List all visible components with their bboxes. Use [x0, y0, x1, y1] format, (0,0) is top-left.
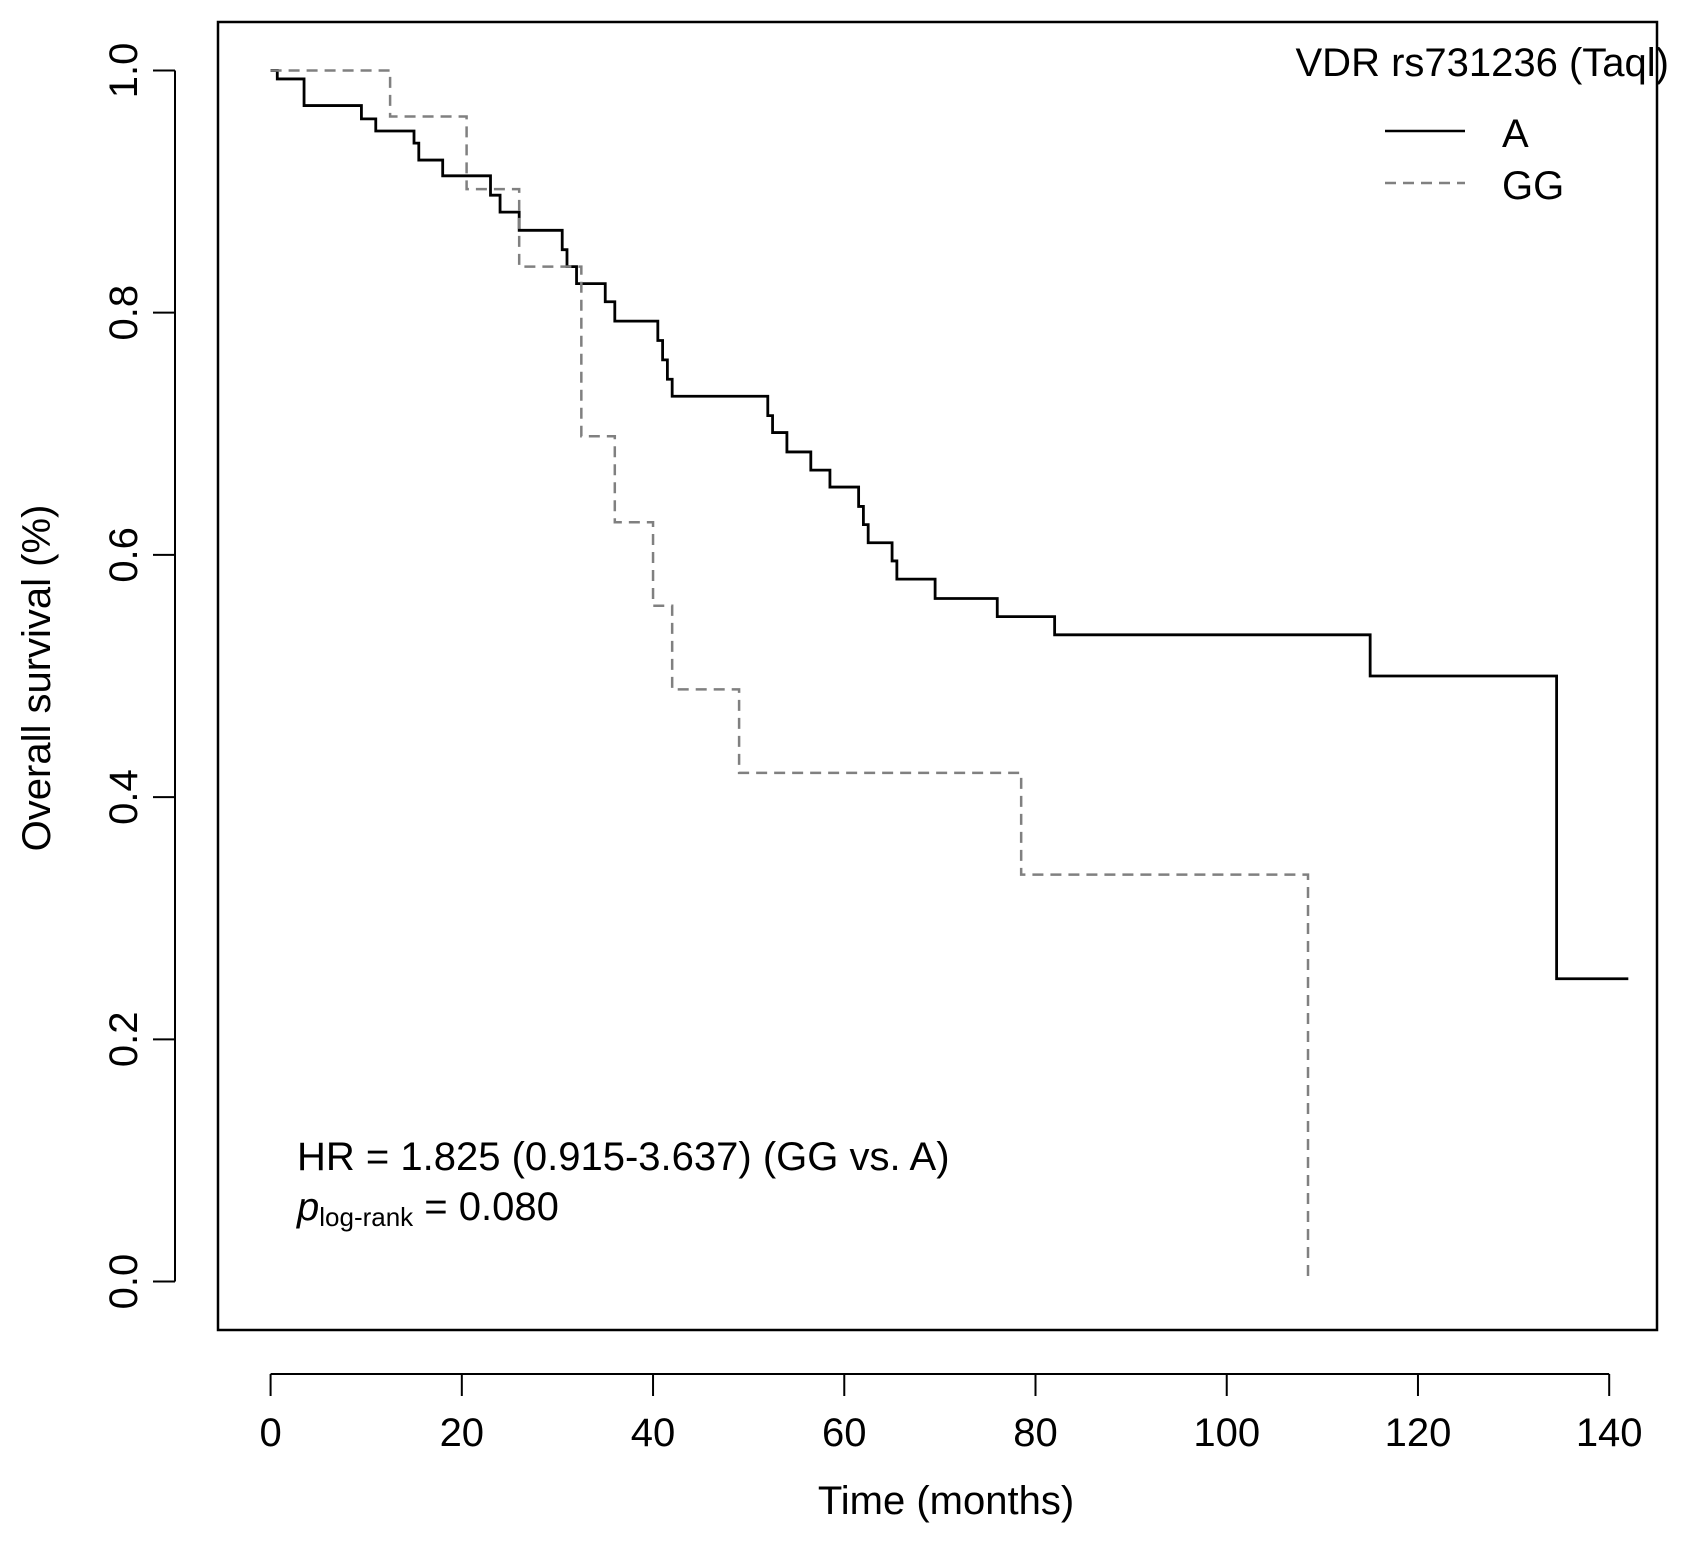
p-value-annotation: plog-rank = 0.080 — [296, 1185, 559, 1232]
p-symbol: p — [296, 1185, 319, 1229]
x-ticks: 0 20 40 60 80 100 120 140 — [259, 1374, 1643, 1455]
legend: VDR rs731236 (Taql) A GG — [1296, 41, 1670, 208]
p-subscript: log-rank — [319, 1202, 414, 1232]
legend-title: VDR rs731236 (Taql) — [1296, 41, 1670, 85]
x-tick-label: 40 — [631, 1411, 676, 1455]
x-tick-label: 0 — [259, 1411, 281, 1455]
y-tick-label: 0.0 — [102, 1254, 146, 1310]
x-tick-label: 60 — [822, 1411, 867, 1455]
hr-annotation: HR = 1.825 (0.915-3.637) (GG vs. A) — [297, 1135, 950, 1179]
x-tick-label: 80 — [1013, 1411, 1058, 1455]
x-axis-title: Time (months) — [818, 1479, 1074, 1523]
y-tick-label: 1.0 — [102, 43, 146, 99]
y-tick-label: 0.8 — [102, 285, 146, 341]
y-tick-label: 0.6 — [102, 527, 146, 583]
p-value: = 0.080 — [413, 1185, 559, 1229]
series-layer — [270, 69, 1629, 1282]
y-tick-label: 0.4 — [102, 769, 146, 825]
survival-curve-a — [270, 69, 1629, 981]
survival-curve-gg — [270, 69, 1310, 1282]
legend-label-gg: GG — [1502, 164, 1564, 208]
x-tick-label: 20 — [440, 1411, 485, 1455]
y-axis-title: Overall survival (%) — [15, 505, 59, 852]
x-tick-label: 100 — [1193, 1411, 1260, 1455]
x-tick-label: 120 — [1385, 1411, 1452, 1455]
y-axis: 0.0 0.2 0.4 0.6 0.8 1.0 — [102, 43, 176, 1310]
legend-label-a: A — [1502, 112, 1529, 156]
annotation: HR = 1.825 (0.915-3.637) (GG vs. A) plog… — [296, 1135, 950, 1232]
plot-frame — [216, 20, 1659, 1332]
x-tick-label: 140 — [1576, 1411, 1643, 1455]
y-ticks: 0.0 0.2 0.4 0.6 0.8 1.0 — [102, 43, 175, 1310]
x-axis: 0 20 40 60 80 100 120 140 — [259, 1373, 1643, 1455]
y-tick-label: 0.2 — [102, 1012, 146, 1068]
